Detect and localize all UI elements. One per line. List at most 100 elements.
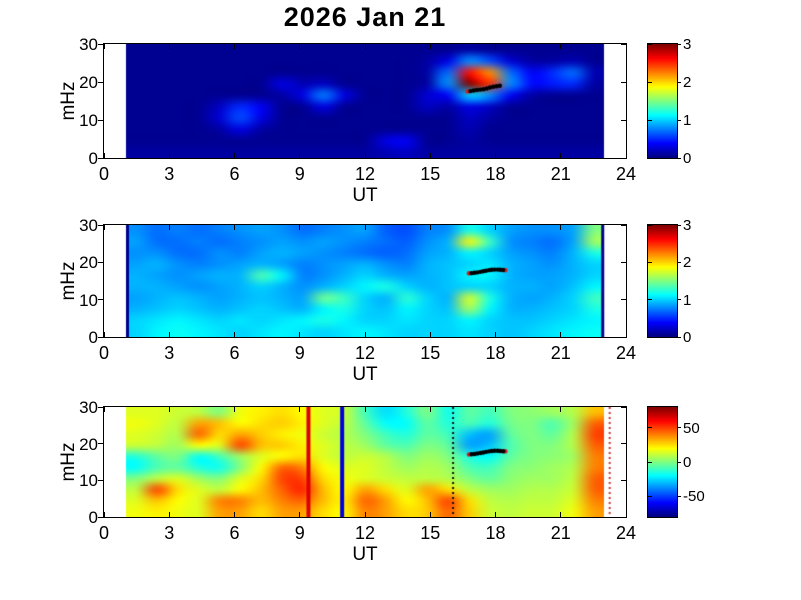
colorbar-tick-mark	[677, 427, 681, 429]
x-tick-label: 3	[164, 343, 175, 363]
y-tick-label: 30	[79, 35, 98, 54]
colorbar-tick-mark	[677, 261, 681, 263]
x-tick-mark	[168, 225, 170, 230]
colorbar-tick-mark	[677, 495, 681, 497]
x-tick-mark	[625, 512, 627, 517]
x-tick-mark	[168, 153, 170, 158]
y-tick-label: 30	[79, 216, 98, 235]
x-tick-mark	[429, 512, 431, 517]
x-tick-label: 24	[615, 164, 637, 184]
x-tick-mark	[625, 332, 627, 337]
y-tick-mark	[98, 443, 104, 445]
x-tick-mark	[560, 407, 562, 412]
y-tick-mark	[621, 119, 626, 121]
x-tick-label: 21	[550, 523, 571, 543]
y-tick-mark	[621, 336, 626, 338]
x-tick-mark	[299, 407, 301, 412]
y-tick-mark	[98, 479, 104, 481]
x-tick-mark	[234, 153, 235, 158]
x-tick-mark	[103, 332, 105, 337]
x-tick-mark	[364, 153, 366, 158]
colorbar-middle	[647, 224, 678, 338]
x-tick-label: 0	[98, 343, 109, 363]
x-tick-label: 18	[485, 343, 506, 363]
x-tick-mark	[495, 153, 496, 158]
x-tick-label: 3	[164, 523, 175, 543]
x-tick-label: 15	[420, 343, 441, 363]
y-tick-label: 0	[88, 328, 98, 347]
heatmap-canvas-bottom	[104, 407, 626, 517]
heatmap-canvas-top	[104, 44, 626, 158]
x-tick-mark	[625, 153, 627, 158]
colorbar-tick-label: 3	[683, 36, 692, 53]
colorbar-tick-mark	[677, 299, 681, 301]
colorbar-tick-label: 2	[683, 74, 692, 91]
x-tick-mark	[234, 332, 235, 337]
colorbar-tick-mark	[677, 224, 681, 226]
figure-title: 2026 Jan 21	[283, 2, 447, 32]
y-tick-label: 10	[79, 290, 98, 310]
colorbar-tick-mark	[677, 157, 681, 159]
colorbar-bottom	[647, 406, 678, 518]
y-tick-mark	[98, 119, 104, 121]
x-tick-label: 15	[420, 164, 441, 184]
x-tick-label: 9	[294, 343, 305, 363]
colorbar-canvas-middle	[648, 225, 677, 337]
x-tick-mark	[560, 44, 562, 49]
y-tick-mark	[98, 516, 104, 518]
x-tick-mark	[234, 225, 235, 230]
x-tick-label: 21	[550, 343, 571, 363]
y-axis-label: mHz	[58, 81, 79, 121]
colorbar-tick-mark	[648, 119, 652, 121]
x-tick-mark	[429, 153, 431, 158]
colorbar-canvas-top	[648, 44, 677, 158]
y-tick-label: 20	[79, 73, 98, 92]
spectrogram-panel-bottom	[103, 406, 627, 518]
x-tick-mark	[429, 44, 431, 49]
x-tick-label: 0	[98, 523, 109, 543]
y-tick-label: 0	[88, 149, 98, 168]
x-tick-mark	[103, 407, 105, 412]
x-tick-mark	[625, 225, 627, 230]
y-tick-mark	[98, 81, 104, 83]
y-axis-label: mHz	[58, 261, 79, 301]
colorbar-tick-mark	[648, 495, 652, 497]
colorbar-tick-mark	[648, 157, 652, 159]
y-tick-mark	[621, 157, 626, 159]
colorbar-tick-mark	[648, 43, 652, 45]
x-tick-mark	[168, 512, 170, 517]
y-tick-mark	[621, 299, 626, 301]
x-tick-label: 21	[550, 164, 571, 184]
x-tick-mark	[103, 512, 105, 517]
x-tick-label: 3	[164, 164, 175, 184]
x-tick-mark	[364, 44, 366, 49]
colorbar-tick-mark	[648, 224, 652, 226]
x-tick-mark	[234, 44, 235, 49]
colorbar-tick-label: 0	[683, 329, 692, 346]
x-tick-mark	[560, 332, 562, 337]
y-tick-mark	[621, 224, 626, 226]
x-tick-mark	[429, 332, 431, 337]
x-tick-label: 6	[229, 164, 240, 184]
x-tick-mark	[299, 332, 301, 337]
x-tick-mark	[560, 512, 562, 517]
colorbar-tick-label: 1	[683, 112, 692, 129]
colorbar-tick-mark	[677, 43, 681, 45]
x-tick-label: 12	[354, 343, 376, 363]
x-tick-mark	[103, 153, 105, 158]
x-tick-mark	[625, 407, 627, 412]
x-tick-label: 9	[294, 164, 305, 184]
x-tick-mark	[429, 225, 431, 230]
x-tick-mark	[299, 225, 301, 230]
x-tick-mark	[364, 225, 366, 230]
x-tick-label: 15	[420, 523, 441, 543]
x-tick-mark	[495, 332, 496, 337]
y-tick-mark	[621, 516, 626, 518]
y-tick-mark	[98, 336, 104, 338]
colorbar-tick-label: 3	[683, 217, 692, 234]
x-tick-mark	[168, 44, 170, 49]
x-tick-mark	[168, 332, 170, 337]
x-tick-label: 18	[485, 523, 506, 543]
y-tick-mark	[98, 299, 104, 301]
colorbar-canvas-bottom	[648, 407, 677, 517]
